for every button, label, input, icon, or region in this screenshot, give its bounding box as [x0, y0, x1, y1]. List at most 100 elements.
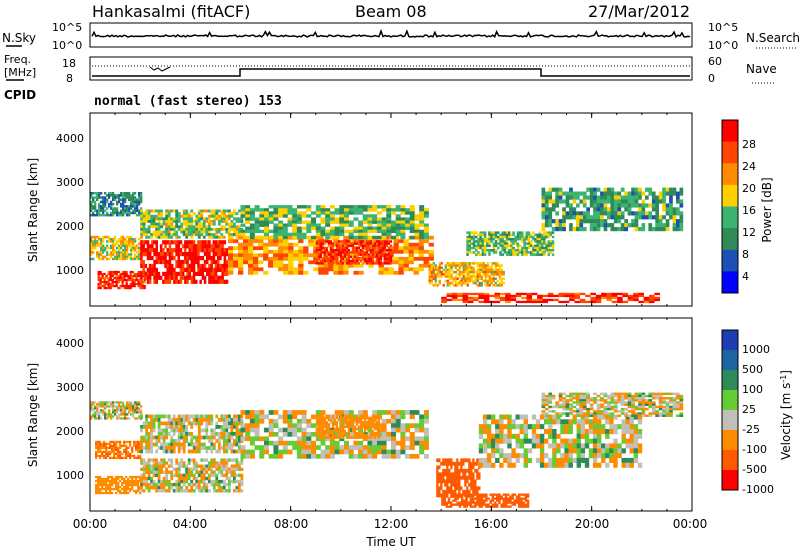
power-data-cell: [488, 240, 491, 243]
velocity-data-cell: [190, 470, 194, 474]
velocity-data-cell: [97, 481, 100, 485]
velocity-data-cell: [131, 485, 134, 489]
velocity-data-cell: [419, 440, 425, 446]
velocity-data-cell: [117, 475, 120, 479]
power-data-cell: [115, 276, 118, 280]
velocity-data-cell: [113, 452, 116, 456]
power-data-cell: [128, 209, 131, 212]
power-data-cell: [484, 281, 487, 285]
power-data-cell: [478, 281, 481, 285]
power-data-cell: [548, 223, 553, 228]
power-data-cell: [638, 207, 642, 212]
velocity-data-cell: [150, 439, 153, 443]
power-data-cell: [259, 217, 265, 221]
power-data-cell: [120, 213, 123, 217]
power-data-cell: [179, 279, 183, 284]
power-data-cell: [238, 260, 244, 265]
velocity-data-cell: [273, 418, 279, 424]
power-data-cell: [228, 263, 234, 268]
power-data-cell: [296, 235, 302, 240]
power-data-cell: [115, 272, 118, 276]
velocity-data-cell: [320, 449, 326, 455]
power-data-cell: [249, 211, 255, 215]
power-data-cell: [315, 223, 321, 227]
velocity-data-cell: [104, 401, 107, 404]
power-data-cell: [210, 259, 213, 265]
power-data-cell: [288, 242, 294, 247]
power-data-cell: [460, 264, 463, 267]
velocity-data-cell: [113, 487, 116, 491]
power-data-cell: [123, 274, 126, 278]
power-data-cell: [359, 253, 363, 256]
velocity-data-cell: [131, 477, 134, 481]
velocity-data-cell: [228, 486, 231, 490]
power-data-cell: [123, 276, 126, 280]
power-data-cell: [534, 253, 537, 256]
power-data-cell: [544, 203, 549, 208]
power-data-cell: [477, 242, 480, 245]
power-data-cell: [273, 249, 279, 254]
velocity-data-cell: [192, 458, 196, 462]
power-data-cell: [498, 266, 501, 269]
power-data-cell: [219, 256, 222, 261]
velocity-data-cell: [414, 427, 420, 433]
power-data-cell: [521, 251, 524, 254]
power-data-cell: [505, 231, 509, 234]
velocity-data-cell: [306, 445, 312, 450]
power-data-cell: [334, 217, 340, 221]
power-data-cell: [90, 209, 93, 212]
power-data-cell: [538, 238, 542, 241]
velocity-data-cell: [195, 446, 199, 450]
power-colorbar-segment: [722, 206, 738, 229]
velocity-data-cell: [157, 479, 161, 484]
velocity-data-cell: [319, 434, 323, 437]
power-data-cell: [344, 217, 349, 221]
power-data-cell: [434, 268, 437, 272]
velocity-data-cell: [192, 476, 196, 481]
power-data-cell: [385, 249, 389, 252]
velocity-data-cell: [306, 423, 312, 428]
power-data-cell: [134, 249, 137, 252]
power-data-cell: [477, 240, 480, 243]
power-data-cell: [164, 271, 167, 276]
power-data-cell: [606, 294, 612, 298]
velocity-data-cell: [327, 434, 331, 437]
power-data-cell: [168, 244, 172, 249]
power-data-cell: [395, 214, 401, 218]
power-data-cell: [641, 203, 646, 208]
power-data-cell: [458, 279, 461, 283]
power-data-cell: [409, 229, 415, 234]
power-data-cell: [501, 242, 504, 245]
power-data-cell: [293, 267, 299, 272]
velocity-data-cell: [185, 489, 189, 493]
power-data-cell: [468, 275, 471, 278]
velocity-data-cell: [353, 440, 359, 446]
velocity-data-cell: [150, 449, 153, 454]
power-data-cell: [214, 267, 218, 272]
power-data-cell: [395, 208, 401, 212]
power-data-cell: [153, 271, 156, 276]
power-data-cell: [438, 270, 441, 274]
power-data-cell: [613, 211, 618, 216]
power-data-cell: [562, 211, 566, 216]
power-data-cell: [488, 281, 491, 285]
power-data-cell: [179, 267, 183, 272]
power-data-cell: [361, 240, 365, 243]
power-data-cell: [369, 253, 373, 256]
power-data-cell: [490, 264, 493, 267]
power-data-cell: [363, 257, 367, 261]
velocity-data-cell: [182, 479, 186, 484]
velocity-data-cell: [170, 421, 174, 426]
power-data-cell: [423, 232, 429, 237]
power-data-cell: [124, 194, 127, 197]
power-data-cell: [400, 226, 406, 230]
power-data-cell: [329, 220, 335, 224]
velocity-data-cell: [235, 414, 239, 419]
power-data-cell: [488, 253, 491, 256]
power-data-cell: [430, 266, 433, 269]
power-data-cell: [595, 296, 602, 300]
power-data-cell: [105, 282, 108, 286]
velocity-data-cell: [139, 456, 142, 460]
power-data-cell: [341, 240, 345, 243]
power-data-cell: [288, 249, 294, 254]
